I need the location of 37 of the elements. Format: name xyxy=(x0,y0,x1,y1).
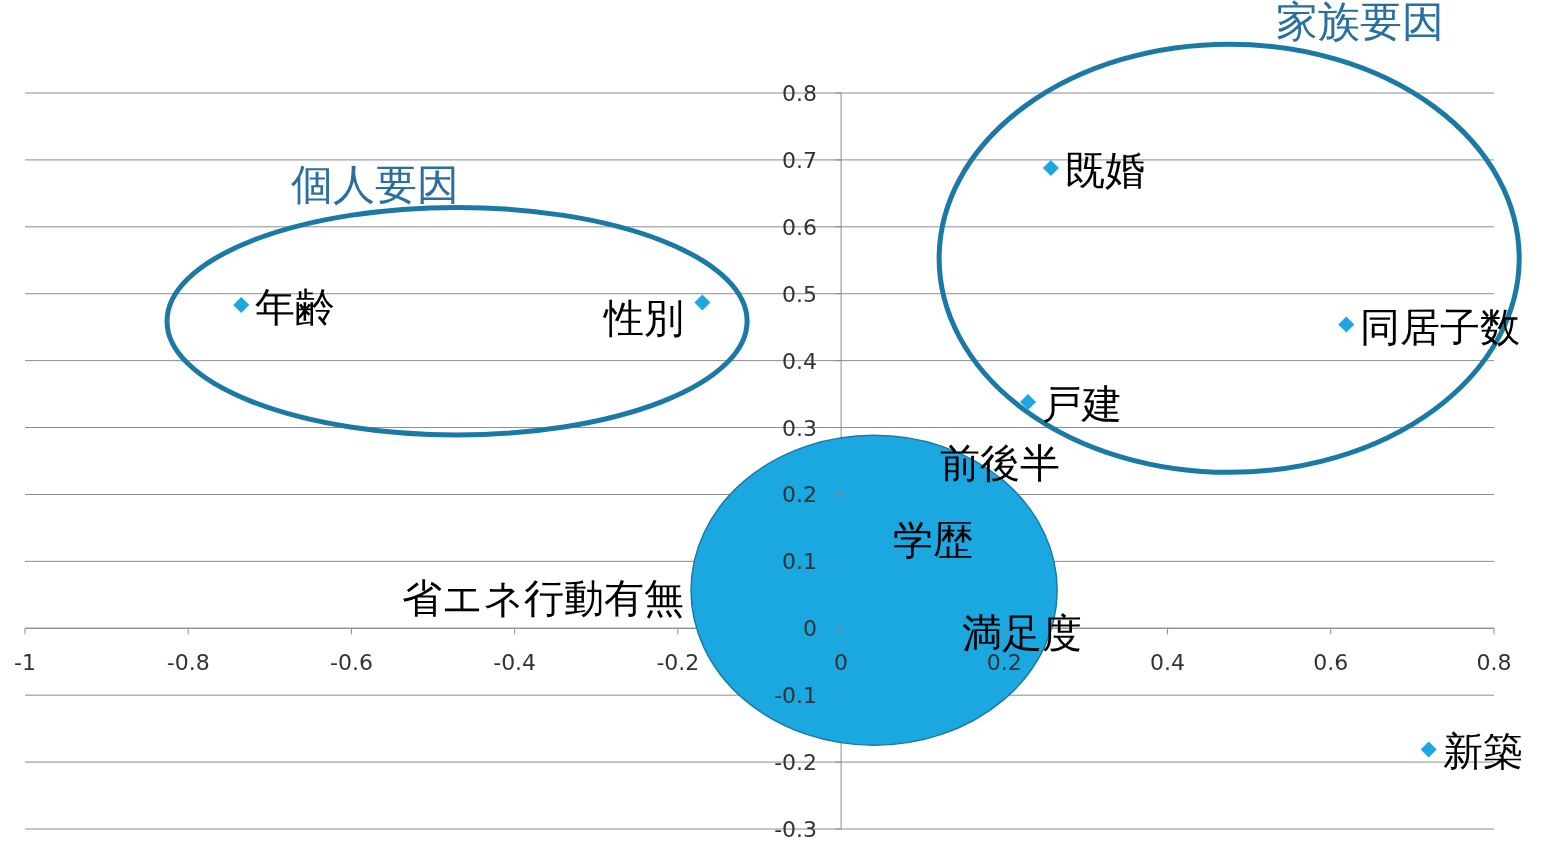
annotation: 個人要因 xyxy=(291,160,460,210)
y-tick-label: -0.1 xyxy=(774,683,818,709)
y-tick-label: -0.3 xyxy=(774,817,818,842)
y-tick-label: 0.5 xyxy=(782,281,818,307)
y-tick-label: 0.3 xyxy=(782,415,818,441)
data-label: 性別 xyxy=(602,295,685,342)
text: 家族要因 xyxy=(1275,0,1444,47)
point xyxy=(233,297,250,314)
annotation: 前後半 xyxy=(940,440,1061,487)
annotation: 省エネ行動有無 xyxy=(402,575,685,622)
point xyxy=(1042,159,1059,176)
data-label: 新築 xyxy=(1442,728,1523,775)
point xyxy=(1020,394,1036,411)
data-label: 既婚 xyxy=(1064,146,1145,193)
x-tick-label: -0.8 xyxy=(166,650,210,676)
y-tick-label: 0.7 xyxy=(782,147,818,173)
x-tick-label: 0.4 xyxy=(1150,650,1186,676)
annotation: 学歴 xyxy=(893,516,974,563)
y-tick-label: 0.4 xyxy=(782,348,818,374)
x-tick-label: 0 xyxy=(834,650,849,676)
x-tick-label: -1 xyxy=(14,650,36,676)
x-tick-label: -0.2 xyxy=(656,650,700,676)
point xyxy=(1420,741,1437,758)
y-tick-label: 0.1 xyxy=(782,549,818,575)
y-tick-label: 0.2 xyxy=(782,482,818,508)
x-tick-label: 0.8 xyxy=(1476,650,1512,676)
x-tick-label: -0.6 xyxy=(329,650,373,676)
x-tick-label: -0.4 xyxy=(493,650,537,676)
y-tick-label: -0.2 xyxy=(774,750,818,776)
y-tick-label: 0.6 xyxy=(782,214,818,240)
point xyxy=(1338,316,1355,333)
y-tick-label: 0.8 xyxy=(782,81,818,106)
point xyxy=(694,294,711,311)
x-tick-label: 0.6 xyxy=(1313,650,1349,676)
y-tick-label: 0 xyxy=(803,616,818,642)
data-label: 年齢 xyxy=(255,284,336,331)
data-label: 戸建 xyxy=(1042,381,1122,428)
